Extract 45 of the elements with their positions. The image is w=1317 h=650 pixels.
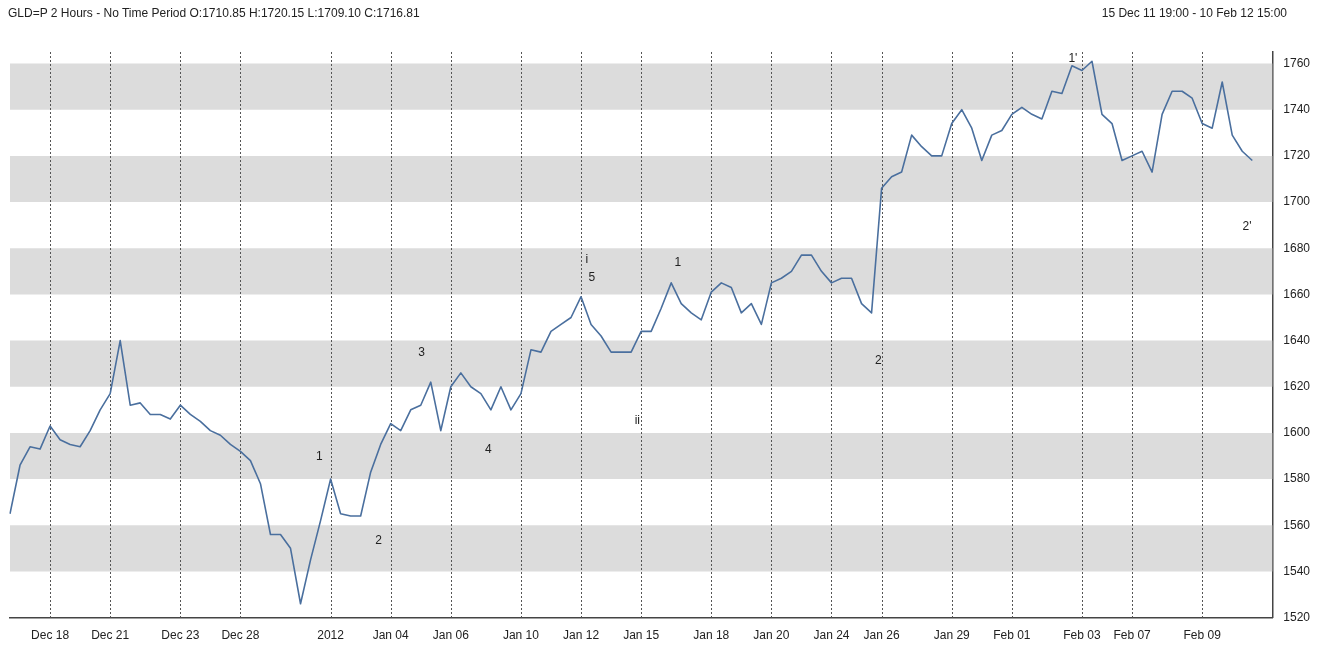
annotation: 2 (875, 352, 883, 367)
annotation: 1' (1068, 51, 1078, 66)
annotation: 5 (588, 269, 596, 284)
x-tick-label: Dec 21 (91, 628, 130, 643)
x-tick-label: Jan 24 (813, 628, 850, 643)
x-tick-label: Feb 01 (993, 628, 1031, 643)
x-tick-label: Jan 04 (372, 628, 410, 643)
y-tick-label: 1560 (1283, 517, 1311, 532)
annotation: 2' (1242, 219, 1252, 234)
y-tick-label: 1600 (1283, 425, 1311, 440)
annotation: 3 (418, 344, 426, 359)
x-tick-label: Dec 28 (221, 628, 260, 643)
y-tick-label: 1620 (1283, 379, 1311, 394)
y-tick-label: 1740 (1283, 102, 1311, 117)
x-tick-label: Feb 07 (1113, 628, 1152, 643)
x-tick-label: Jan 10 (502, 628, 540, 643)
y-tick-label: 1640 (1283, 332, 1311, 347)
annotation: i (585, 251, 589, 266)
chart-title: GLD=P 2 Hours - No Time Period O:1710.85 H:1720.15 L:1709.10 C:1716.81 (8, 6, 420, 20)
y-tick-label: 1660 (1283, 286, 1311, 301)
y-tick-label: 1700 (1283, 194, 1311, 209)
x-tick-label: Jan 12 (563, 628, 600, 643)
x-tick-label: Dec 23 (161, 628, 200, 643)
annotation: 1 (674, 254, 682, 269)
y-tick-label: 1520 (1283, 609, 1311, 624)
x-tick-label: Dec 18 (31, 628, 70, 643)
y-tick-label: 1760 (1283, 55, 1311, 70)
x-tick-label: Jan 18 (693, 628, 730, 643)
x-tick-label: Jan 20 (753, 628, 790, 643)
y-tick-label: 1720 (1283, 148, 1311, 163)
x-tick-label: Jan 26 (863, 628, 900, 643)
x-tick-label: Jan 29 (933, 628, 971, 643)
chart-subtitle: 15 Dec 11 19:00 - 10 Feb 12 15:00 (1101, 6, 1287, 20)
x-tick-label: Jan 06 (432, 628, 470, 643)
y-tick-label: 1580 (1283, 471, 1311, 486)
x-tick-label: Feb 03 (1063, 628, 1101, 643)
annotation: 4 (485, 441, 493, 456)
x-tick-label: Jan 15 (623, 628, 660, 643)
annotation: ii (634, 413, 641, 428)
annotation: 1 (315, 448, 323, 463)
x-tick-label: Feb 09 (1183, 628, 1222, 643)
y-tick-label: 1540 (1283, 563, 1311, 578)
x-tick-label: 2012 (317, 628, 345, 643)
annotation: 2 (375, 532, 383, 547)
y-tick-label: 1680 (1283, 240, 1311, 255)
